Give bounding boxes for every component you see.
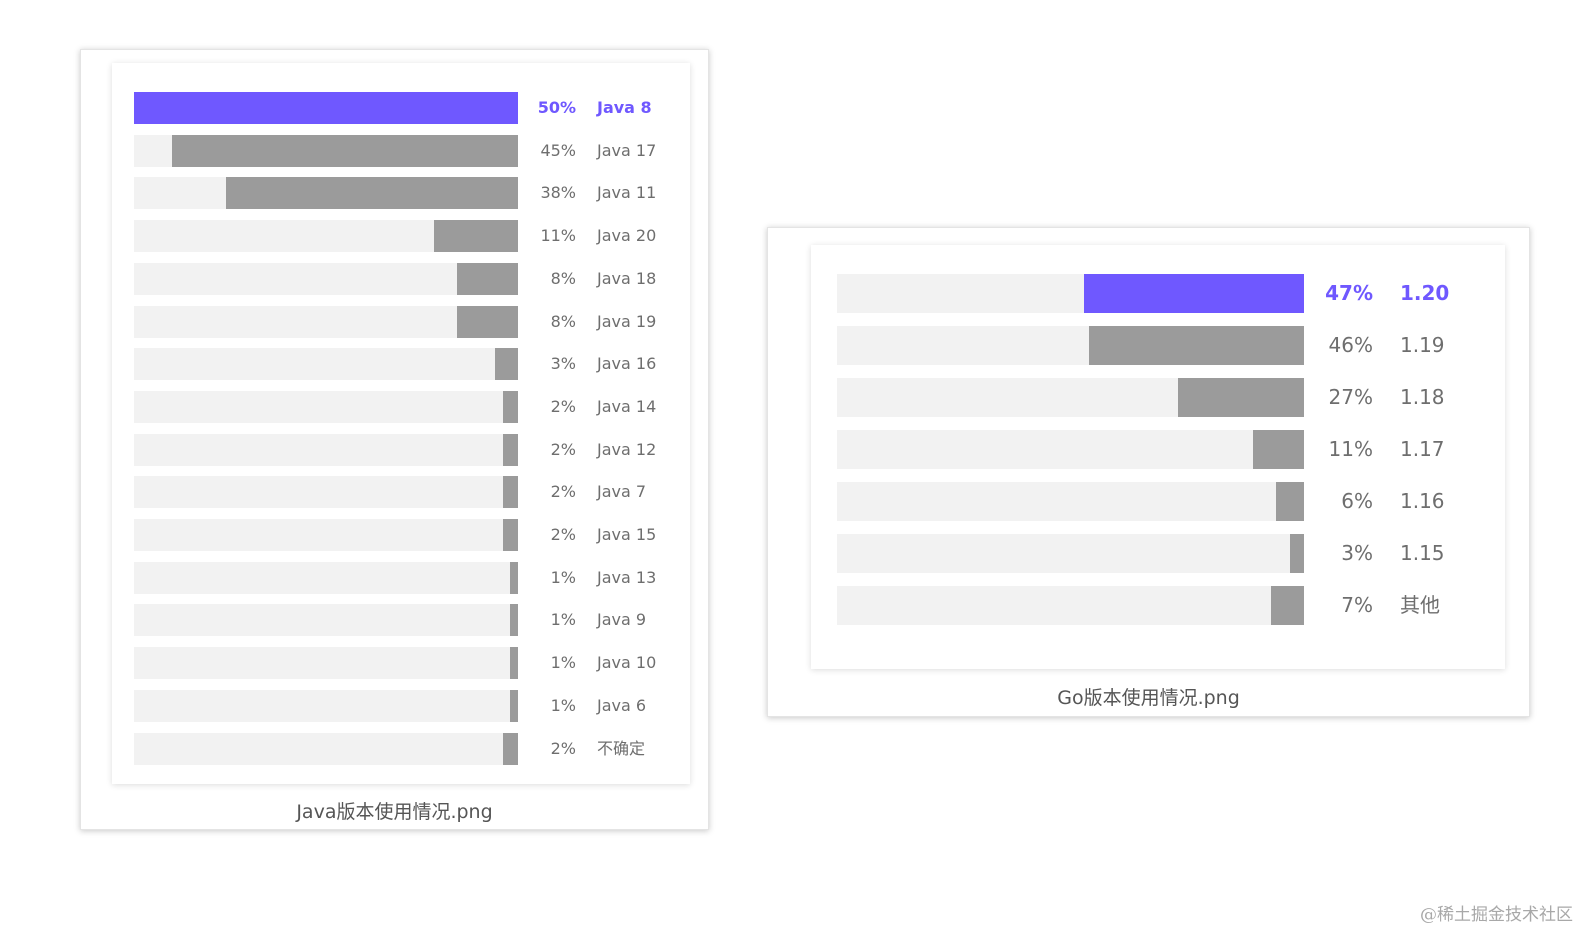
- go-value-label: 7%: [1341, 593, 1373, 617]
- java-bar-track: [134, 732, 518, 765]
- java-bar: [502, 433, 518, 466]
- java-category-label: Java 20: [597, 226, 657, 246]
- java-bar-track: [134, 177, 518, 210]
- java-bar: [502, 476, 518, 509]
- java-value-label: 45%: [540, 140, 576, 160]
- go-bar-track: [837, 534, 1304, 573]
- java-value-label: 8%: [550, 311, 576, 331]
- go-bar: [1289, 534, 1304, 573]
- java-bar-track: [134, 220, 518, 253]
- java-bar-track: [134, 647, 518, 680]
- java-bar-track: [134, 689, 518, 722]
- java-category-label: Java 7: [597, 482, 647, 502]
- go-chart-card: 47% 1.20 46% 1.19 27% 1.18 11% 1.17 6% 1.16 3% 1.15…: [811, 245, 1505, 669]
- java-bar-track: [134, 390, 518, 423]
- java-value-label: 11%: [540, 226, 576, 246]
- java-bar: [172, 134, 518, 167]
- java-bar: [226, 177, 518, 210]
- java-bar: [510, 647, 518, 680]
- go-value-label: 6%: [1341, 489, 1373, 513]
- go-bar-track: [837, 274, 1304, 313]
- java-bar: [456, 305, 518, 338]
- watermark: @稀土掘金技术社区: [1420, 905, 1573, 925]
- java-value-label: 1%: [550, 653, 576, 673]
- java-category-label: Java 19: [597, 311, 657, 331]
- java-category-label: Java 11: [597, 183, 657, 203]
- go-value-label: 47%: [1325, 281, 1373, 305]
- java-bar-track: [134, 262, 518, 295]
- go-chart-frame: 47% 1.20 46% 1.19 27% 1.18 11% 1.17 6% 1.16 3% 1.15…: [767, 227, 1530, 717]
- java-bar: [433, 220, 518, 253]
- java-bar-track: [134, 519, 518, 551]
- java-bar-track: [134, 433, 518, 466]
- go-bar: [1275, 482, 1304, 521]
- go-bar-track: [837, 482, 1304, 521]
- java-value-label: 1%: [550, 567, 576, 587]
- java-bar: [502, 390, 518, 423]
- java-bar: [510, 689, 518, 722]
- go-bar-track: [837, 326, 1304, 365]
- java-bar: [502, 732, 518, 765]
- java-bar: [502, 519, 518, 551]
- go-bar: [1177, 378, 1304, 417]
- java-bar: [510, 604, 518, 637]
- java-bar: [510, 561, 518, 594]
- java-chart-frame: 50% Java 8 45% Java 17 38% Java 11 11% Java 20 8…: [80, 49, 709, 830]
- java-category-label: Java 10: [597, 653, 657, 673]
- java-bar-track: [134, 476, 518, 509]
- go-category-label: 其他: [1400, 593, 1440, 617]
- java-value-label: 2%: [550, 396, 576, 416]
- java-category-label: Java 9: [597, 610, 647, 630]
- java-category-label: Java 12: [597, 439, 657, 459]
- java-chart-card: 50% Java 8 45% Java 17 38% Java 11 11% Java 20 8…: [112, 63, 690, 784]
- java-chart-caption: Java版本使用情况.png: [296, 801, 493, 823]
- go-bar: [1088, 326, 1304, 365]
- go-category-label: 1.18: [1400, 385, 1445, 409]
- java-value-label: 1%: [550, 610, 576, 630]
- go-category-label: 1.17: [1400, 437, 1445, 461]
- go-value-label: 46%: [1328, 333, 1373, 357]
- java-value-label: 2%: [550, 439, 576, 459]
- go-bar-track: [837, 430, 1304, 469]
- go-value-label: 11%: [1328, 437, 1373, 461]
- go-bar-track: [837, 586, 1304, 625]
- java-bar-track: [134, 92, 518, 124]
- java-value-label: 3%: [550, 354, 576, 374]
- java-value-label: 8%: [550, 268, 576, 288]
- java-category-label: Java 16: [597, 354, 657, 374]
- java-bar-track: [134, 134, 518, 167]
- java-value-label: 2%: [550, 525, 576, 544]
- java-category-label: Java 6: [597, 695, 647, 715]
- go-bar-track: [837, 378, 1304, 417]
- go-category-label: 1.20: [1400, 281, 1450, 305]
- java-bar: [494, 348, 518, 381]
- java-category-label: Java 15: [597, 525, 657, 544]
- java-category-label: Java 18: [597, 268, 657, 288]
- java-bar: [134, 92, 518, 124]
- java-category-label: Java 8: [597, 98, 652, 117]
- go-bar: [1084, 274, 1304, 313]
- java-value-label: 38%: [540, 183, 576, 203]
- java-value-label: 2%: [550, 482, 576, 502]
- go-category-label: 1.15: [1400, 541, 1445, 565]
- go-bar: [1271, 586, 1304, 625]
- go-value-label: 3%: [1341, 541, 1373, 565]
- go-category-label: 1.19: [1400, 333, 1445, 357]
- java-category-label: Java 13: [597, 567, 657, 587]
- java-bar-track: [134, 604, 518, 637]
- java-value-label: 50%: [537, 98, 576, 117]
- java-category-label: Java 17: [597, 140, 657, 160]
- java-category-label: Java 14: [597, 396, 657, 416]
- go-bar: [1252, 430, 1304, 469]
- go-chart-caption: Go版本使用情况.png: [1057, 687, 1240, 709]
- java-category-label: 不确定: [597, 738, 646, 758]
- java-bar-track: [134, 348, 518, 381]
- java-bar-track: [134, 305, 518, 338]
- java-bar: [456, 262, 518, 295]
- go-category-label: 1.16: [1400, 489, 1445, 513]
- go-value-label: 27%: [1328, 385, 1373, 409]
- java-value-label: 1%: [550, 695, 576, 715]
- java-value-label: 2%: [550, 738, 576, 758]
- java-bar-track: [134, 561, 518, 594]
